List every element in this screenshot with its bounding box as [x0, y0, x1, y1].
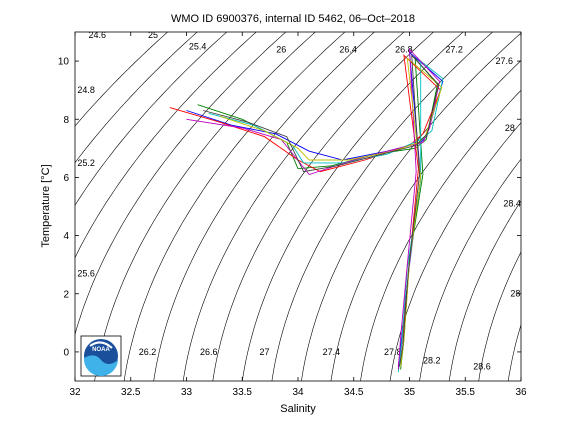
density-contour-label: 28.4 [503, 199, 521, 209]
density-contour-label: 26.6 [200, 347, 218, 357]
x-tick-label: 32.5 [121, 387, 141, 398]
density-contour-line [271, 32, 493, 381]
density-contour-line [478, 251, 521, 381]
svg-text:NOAA: NOAA [92, 347, 110, 353]
density-contour-line [182, 32, 405, 381]
profile-line [186, 48, 441, 370]
density-contour-label: 28 [510, 289, 520, 299]
density-contour-line [75, 32, 198, 164]
density-contour-label: 27.8 [384, 347, 402, 357]
density-contour-label: 24.6 [89, 30, 107, 40]
y-tick-label: 0 [63, 347, 69, 358]
density-contour-line [75, 32, 257, 259]
chart-title: WMO ID 6900376, internal ID 5462, 06–Oct… [171, 13, 415, 25]
profile-line [203, 54, 439, 367]
density-contour-line [75, 32, 286, 336]
density-contour-label: 25 [148, 30, 158, 40]
density-contour-line [419, 158, 521, 381]
density-contour-line [360, 89, 521, 381]
density-contour-line [153, 32, 375, 381]
density-contour-line [123, 32, 346, 381]
density-contour-labels: 24.6 25 25.4 26 26.4 26.8 27.2 27.6 24.8 28 25.2 28… [77, 30, 521, 371]
density-contour-label: 28.2 [423, 356, 441, 366]
y-tick-label: 10 [58, 57, 70, 68]
x-axis-label: Salinity [280, 403, 316, 415]
noaa-logo: NOAA [80, 335, 122, 377]
density-contour-line [94, 32, 316, 381]
density-contour-label: 27.4 [323, 347, 341, 357]
density-contour-line [301, 32, 521, 381]
x-tick-label: 33.5 [233, 387, 253, 398]
density-contour-line [212, 32, 434, 381]
x-tick-label: 36 [515, 387, 527, 398]
density-contour-label: 27.2 [445, 44, 463, 54]
density-contour-label: 28 [505, 123, 515, 133]
density-contour-label: 27.6 [496, 56, 514, 66]
density-contour-line [75, 32, 168, 127]
density-contour-label: 25.2 [77, 158, 95, 168]
y-tick-label: 4 [63, 231, 69, 242]
x-tick-label: 33 [181, 387, 193, 398]
profile-line [219, 57, 443, 367]
density-contour-line [330, 60, 521, 381]
density-contour-line [75, 32, 227, 206]
density-contour-label: 25.6 [77, 268, 95, 278]
profile-line [208, 60, 444, 373]
density-contour-label: 25.4 [189, 41, 207, 51]
density-contour-label: 26.4 [339, 44, 357, 54]
x-tick-label: 35.5 [456, 387, 476, 398]
density-contour-line [242, 32, 464, 381]
axis-ticks: 32 32.5 33 33.5 34 34.5 35 35.5 36 0 2 4 6 8 10 [58, 32, 527, 398]
density-contour-line [538, 32, 576, 381]
y-axis-label: Temperature [°C] [40, 164, 52, 247]
x-tick-label: 34 [292, 387, 304, 398]
density-contour-line [448, 200, 521, 381]
y-tick-label: 8 [63, 115, 69, 126]
x-tick-label: 32 [69, 387, 81, 398]
density-contour-label: 26.8 [395, 44, 413, 54]
y-tick-label: 6 [63, 173, 69, 184]
density-contour-label: 26.2 [139, 347, 157, 357]
density-contour-label: 26 [276, 44, 286, 54]
x-tick-label: 34.5 [344, 387, 364, 398]
y-tick-label: 2 [63, 289, 69, 300]
profile-series [169, 48, 444, 373]
density-contour-label: 27 [260, 347, 270, 357]
profile-line [197, 56, 438, 370]
x-tick-label: 35 [404, 387, 416, 398]
density-contour-label: 28.6 [473, 361, 491, 371]
profile-line [169, 54, 442, 364]
plot-area [74, 31, 522, 382]
density-contour-label: 24.8 [77, 85, 95, 95]
